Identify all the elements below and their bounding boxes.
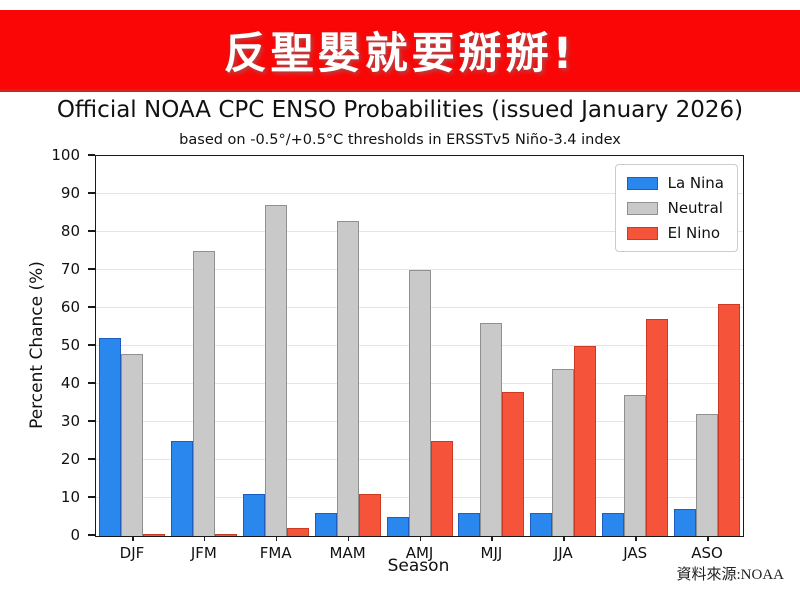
x-tick-label-ASO: ASO	[691, 544, 723, 562]
bar-el-nino-JJA	[574, 346, 597, 536]
season-group-AMJ: AMJ	[384, 156, 456, 562]
bar-el-nino-JFM	[214, 534, 237, 536]
x-tick-mark-ASO	[707, 536, 709, 541]
headline-text: 反聖嬰就要掰掰!	[223, 28, 577, 79]
x-tick-label-JJA: JJA	[553, 544, 573, 562]
bar-neutral-MAM	[336, 220, 359, 536]
y-tick-mark-60	[88, 306, 95, 308]
bar-la-nina-JAS	[602, 513, 625, 536]
legend-swatch-icon	[626, 201, 658, 215]
legend-entry-el-nino: El Nino	[626, 224, 724, 242]
bar-neutral-DJF	[120, 353, 143, 536]
season-group-JFM: JFM	[168, 156, 240, 562]
y-tick-label-30: 30	[60, 412, 80, 430]
bar-el-nino-ASO	[718, 304, 741, 536]
bar-groups: DJF JFM FMA MAM AMJ MJJ JJA JAS ASO	[96, 156, 743, 562]
y-tick-label-50: 50	[60, 336, 80, 354]
y-tick-label-20: 20	[60, 450, 80, 468]
x-tick-label-MAM: MAM	[329, 544, 366, 562]
season-group-MJJ: MJJ	[455, 156, 527, 562]
chart-title: Official NOAA CPC ENSO Probabilities (is…	[56, 97, 744, 123]
bar-el-nino-DJF	[142, 534, 165, 536]
y-tick-mark-20	[88, 458, 95, 460]
y-tick-mark-40	[88, 382, 95, 384]
x-tick-mark-JAS	[635, 536, 637, 541]
y-tick-label-60: 60	[60, 298, 80, 316]
gridline-70	[96, 269, 743, 270]
y-tick-label-80: 80	[60, 222, 80, 240]
y-tick-label-10: 10	[60, 488, 80, 506]
bar-la-nina-MAM	[314, 513, 337, 536]
bar-neutral-MJJ	[480, 323, 503, 536]
legend: La Nina Neutral El Nino	[614, 164, 738, 252]
bar-neutral-AMJ	[408, 270, 431, 536]
y-tick-label-40: 40	[60, 374, 80, 392]
headline-banner: 反聖嬰就要掰掰!	[0, 10, 800, 92]
y-tick-mark-50	[88, 344, 95, 346]
bar-la-nina-MJJ	[458, 513, 481, 536]
x-tick-mark-AMJ	[419, 536, 422, 541]
season-group-FMA: FMA	[240, 156, 312, 562]
legend-swatch-icon	[626, 226, 658, 240]
season-group-DJF: DJF	[96, 156, 168, 562]
legend-label: La Nina	[667, 174, 724, 192]
bar-el-nino-AMJ	[430, 441, 453, 536]
y-tick-mark-30	[88, 420, 95, 422]
x-tick-mark-DJF	[131, 536, 134, 541]
legend-label: Neutral	[667, 199, 723, 217]
season-group-JJA: JJA	[527, 156, 599, 562]
legend-swatch-icon	[626, 176, 658, 190]
y-axis: 0 10 20 30 40 50 60 70 80 90 100	[0, 146, 95, 544]
y-tick-label-90: 90	[60, 184, 80, 202]
gridline-80	[96, 231, 743, 232]
season-group-ASO: ASO	[671, 156, 743, 562]
x-tick-label-MJJ: MJJ	[480, 544, 503, 562]
bar-neutral-ASO	[696, 414, 719, 536]
y-tick-mark-10	[88, 496, 95, 498]
y-tick-mark-0	[88, 534, 95, 536]
plot-area: DJF JFM FMA MAM AMJ MJJ JJA JAS ASO La Nina Neutr…	[95, 155, 744, 562]
legend-label: El Nino	[667, 224, 721, 242]
bar-el-nino-MJJ	[502, 391, 525, 536]
bar-la-nina-DJF	[98, 338, 121, 536]
bar-el-nino-MAM	[358, 494, 381, 536]
bar-neutral-JAS	[624, 395, 647, 536]
bar-la-nina-JFM	[170, 441, 193, 536]
season-group-JAS: JAS	[599, 156, 671, 562]
y-tick-mark-100	[88, 154, 95, 156]
chart-subtitle: based on -0.5°/+0.5°C thresholds in ERSS…	[179, 132, 621, 148]
season-group-MAM: MAM	[312, 156, 384, 562]
y-tick-label-0: 0	[70, 526, 80, 544]
bar-la-nina-ASO	[674, 509, 697, 536]
x-tick-label-FMA: FMA	[259, 544, 292, 562]
x-tick-mark-FMA	[275, 536, 278, 541]
x-tick-label-AMJ: AMJ	[405, 544, 434, 562]
bar-neutral-JFM	[192, 251, 215, 536]
y-tick-mark-90	[88, 192, 95, 194]
y-tick-mark-80	[88, 230, 95, 232]
x-tick-label-DJF: DJF	[119, 544, 145, 562]
x-tick-mark-JFM	[203, 536, 206, 541]
bar-el-nino-JAS	[646, 319, 669, 536]
y-tick-label-100: 100	[51, 146, 80, 164]
x-axis-title: Season	[387, 556, 450, 576]
x-tick-mark-JJA	[563, 536, 565, 541]
bar-la-nina-AMJ	[386, 517, 409, 536]
x-tick-label-JFM: JFM	[190, 544, 217, 562]
legend-entry-neutral: Neutral	[626, 199, 724, 217]
legend-entry-la-nina: La Nina	[626, 174, 724, 192]
y-tick-mark-70	[88, 268, 95, 270]
gridline-90	[96, 193, 743, 194]
source-attribution: 資料來源:NOAA	[676, 567, 785, 583]
y-tick-label-70: 70	[60, 260, 80, 278]
bar-la-nina-JJA	[530, 513, 553, 536]
x-tick-mark-MAM	[347, 536, 350, 541]
x-tick-mark-MJJ	[491, 536, 493, 541]
x-tick-label-JAS: JAS	[623, 544, 648, 562]
bar-neutral-JJA	[552, 368, 575, 536]
bar-el-nino-FMA	[286, 528, 309, 536]
bar-neutral-FMA	[264, 205, 287, 536]
bar-la-nina-FMA	[242, 494, 265, 536]
